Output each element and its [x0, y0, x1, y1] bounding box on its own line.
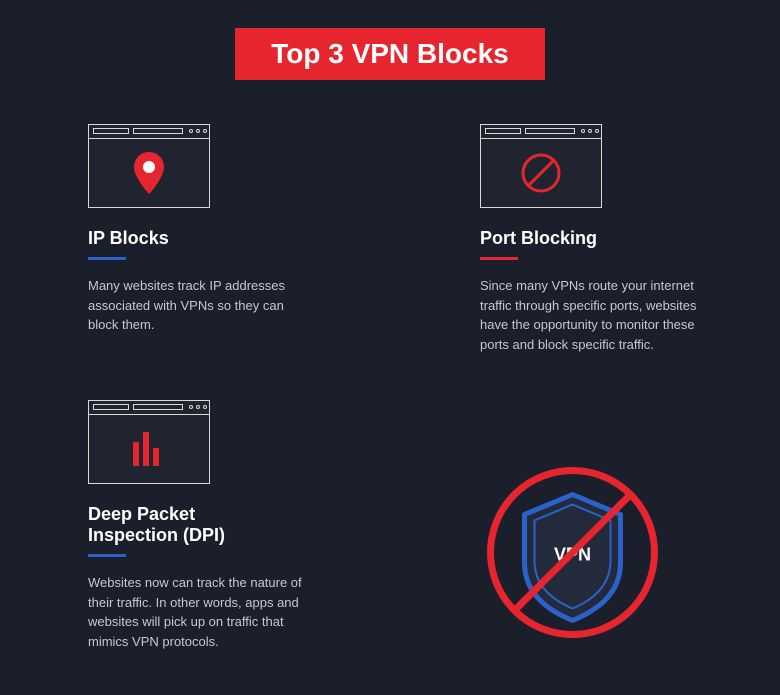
- browser-window-icon: [480, 124, 602, 208]
- title-underline: [88, 554, 126, 557]
- vpn-shield-blocked: VPN: [480, 460, 665, 650]
- no-symbol-icon: [520, 152, 562, 194]
- card-ip-blocks: IP Blocks Many websites track IP address…: [88, 124, 368, 335]
- card-title: Deep Packet Inspection (DPI): [88, 504, 288, 546]
- bars-icon: [129, 432, 169, 466]
- card-port-blocking: Port Blocking Since many VPNs route your…: [480, 124, 760, 354]
- map-pin-icon: [134, 152, 164, 194]
- card-body: Websites now can track the nature of the…: [88, 573, 308, 651]
- card-body: Since many VPNs route your internet traf…: [480, 276, 700, 354]
- card-body: Many websites track IP addresses associa…: [88, 276, 308, 335]
- title-underline: [88, 257, 126, 260]
- title-underline: [480, 257, 518, 260]
- browser-window-icon: [88, 400, 210, 484]
- card-dpi: Deep Packet Inspection (DPI) Websites no…: [88, 400, 368, 651]
- card-title: Port Blocking: [480, 228, 760, 249]
- page-title: Top 3 VPN Blocks: [235, 28, 545, 80]
- browser-window-icon: [88, 124, 210, 208]
- card-title: IP Blocks: [88, 228, 368, 249]
